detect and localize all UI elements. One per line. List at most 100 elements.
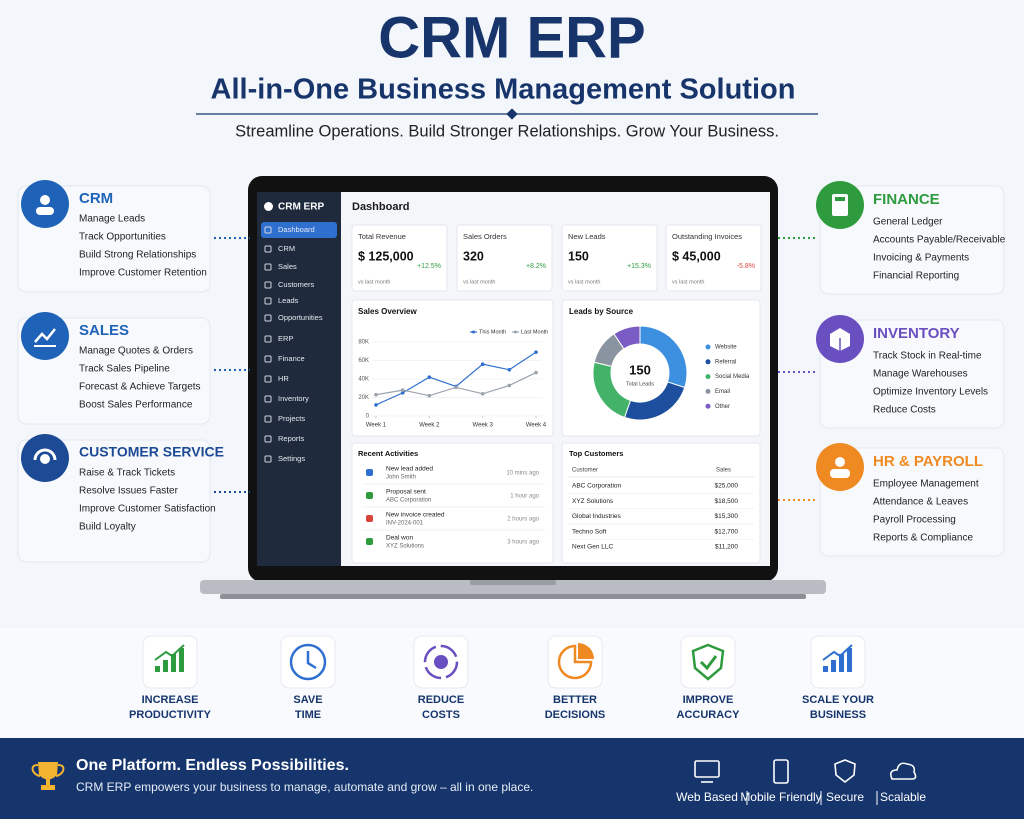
module-title: SALES — [79, 322, 129, 339]
module-card — [17, 439, 211, 563]
trophy-handles — [31, 764, 65, 777]
series-point — [400, 388, 405, 392]
series-point — [374, 403, 378, 407]
subtitle: All-in-One Business Management Solution — [211, 74, 796, 106]
nav-item: HR — [278, 374, 289, 383]
module-item: General Ledger — [873, 217, 943, 228]
module-item: Attendance & Leaves — [873, 497, 968, 508]
feature-label: Scalable — [880, 790, 926, 804]
module-item: Improve Customer Satisfaction — [79, 504, 216, 515]
nav-item: Inventory — [278, 394, 309, 403]
icon-glyph — [835, 197, 845, 201]
nav-item: Dashboard — [278, 225, 315, 234]
footer-headline: One Platform. Endless Possibilities. — [76, 757, 349, 774]
nav-icon — [264, 335, 272, 343]
table-cell: ABC Corporation — [572, 483, 622, 490]
module-item: Financial Reporting — [873, 271, 959, 282]
nav-icon — [264, 435, 272, 443]
table-cell: $15,300 — [715, 513, 739, 520]
legend-label: This Month — [479, 329, 506, 335]
benefit-label: SAVE — [293, 694, 322, 706]
activity-time: 10 mins ago — [506, 471, 539, 477]
nav-icon — [264, 415, 272, 423]
page-title: Dashboard — [352, 201, 409, 213]
nav-item: Finance — [278, 354, 305, 363]
nav-icon — [264, 375, 272, 383]
module-item: Reports & Compliance — [873, 533, 973, 544]
kpi-note: vs last month — [568, 279, 600, 285]
activity-icon — [366, 492, 373, 499]
legend-dot — [705, 344, 711, 350]
activity-title: Deal won — [386, 535, 413, 542]
x-tick-label: Week 3 — [473, 423, 494, 429]
y-tick-label: 40K — [358, 377, 369, 383]
benefit-label: TIME — [295, 709, 321, 721]
module-title: CUSTOMER SERVICE — [79, 444, 224, 460]
x-tick-label: Week 4 — [526, 423, 547, 429]
table-cell: Global Industries — [572, 513, 622, 520]
feature-icon — [773, 759, 789, 784]
kpi-change: +12.5% — [417, 263, 441, 270]
module-item: Employee Management — [873, 479, 979, 490]
icon-glyph — [40, 195, 50, 205]
nav-item: CRM — [278, 244, 295, 253]
table-header: Sales — [716, 468, 731, 474]
activity-sub: John Smith — [386, 475, 416, 481]
laptop-notch — [470, 580, 556, 585]
panel-title: Sales Overview — [358, 307, 417, 316]
title: CRM ERP — [378, 5, 645, 70]
benefit-icon-box — [142, 635, 198, 689]
nav-icon — [264, 395, 272, 403]
donut-total: 150 — [629, 362, 651, 377]
module-item: Invoicing & Payments — [873, 253, 969, 264]
table-cell: $25,000 — [715, 483, 739, 490]
benefit-label: DECISIONS — [545, 709, 606, 721]
benefit-icon-box — [810, 635, 866, 689]
module-card — [819, 447, 1005, 557]
table-header: Customer — [572, 468, 598, 474]
laptop-base-shadow — [220, 594, 806, 599]
nav-icon — [264, 245, 272, 253]
panel-title: Top Customers — [569, 449, 623, 458]
module-item: Reduce Costs — [873, 405, 936, 416]
module-item: Optimize Inventory Levels — [873, 387, 988, 398]
module-item: Payroll Processing — [873, 515, 956, 526]
nav-icon — [264, 281, 272, 289]
activity-icon — [366, 538, 373, 545]
kpi-card — [351, 224, 448, 292]
benefit-icon-box — [680, 635, 736, 689]
module-item: Raise & Track Tickets — [79, 468, 175, 479]
kpi-note: vs last month — [672, 279, 704, 285]
series-point — [480, 392, 485, 396]
legend-dot — [514, 330, 517, 334]
activity-time: 2 hours ago — [507, 517, 539, 523]
icon-glyph — [34, 328, 56, 343]
benefit-glyph — [847, 648, 852, 672]
legend-label: Other — [715, 404, 730, 410]
nav-icon — [264, 263, 272, 271]
series-point — [454, 385, 458, 390]
kpi-change: +15.3% — [627, 263, 651, 270]
activity-icon — [366, 515, 373, 522]
y-tick-label: 80K — [358, 340, 369, 346]
feature-icon — [890, 762, 917, 780]
panel-title: Leads by Source — [569, 307, 634, 316]
kpi-label: Total Revenue — [358, 232, 406, 241]
icon-glyph — [835, 457, 845, 467]
panel — [351, 299, 554, 437]
series-point — [534, 370, 538, 375]
y-tick-label: 0 — [366, 414, 370, 420]
module-card — [819, 185, 1005, 295]
donut-segment — [613, 325, 641, 350]
benefit-glyph — [691, 643, 725, 681]
benefit-label: SCALE YOUR — [802, 694, 874, 706]
legend-dot — [705, 388, 711, 394]
app-brand: CRM ERP — [278, 202, 324, 213]
nav-icon — [264, 314, 272, 322]
benefit-glyph — [179, 648, 184, 672]
trophy-base — [41, 785, 55, 790]
module-item: Manage Quotes & Orders — [79, 346, 193, 357]
benefit-glyph — [155, 666, 160, 672]
feature-icon — [694, 760, 720, 778]
